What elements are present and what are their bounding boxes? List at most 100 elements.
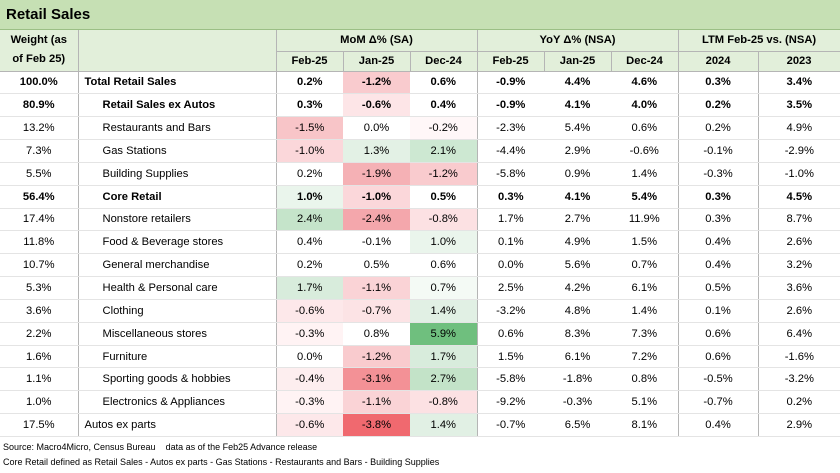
yoy-cell: 2.7%: [544, 208, 612, 232]
mom-cell: 0.5%: [410, 185, 478, 209]
yoy-cell: 1.5%: [477, 345, 545, 369]
mom-cell: 0.8%: [343, 322, 410, 346]
mom-cell: -1.1%: [343, 276, 410, 300]
ltm-cell: 3.6%: [758, 276, 840, 300]
yoy-cell: 4.6%: [611, 71, 679, 95]
category-name: Total Retail Sales: [78, 71, 277, 95]
mom-cell: 0.5%: [343, 253, 410, 278]
yoy-cell: -5.8%: [477, 162, 545, 186]
table-row: 1.0% Electronics & Appliances -0.3% -1.1% -0…: [0, 390, 840, 415]
table-row: 11.8% Food & Beverage stores 0.4% -0.1% 1.0%…: [0, 230, 840, 255]
yoy-cell: 6.1%: [611, 276, 679, 300]
yoy-cell: -0.9%: [477, 71, 545, 95]
weight-cell: 5.3%: [0, 276, 79, 300]
ltm-cell: 0.2%: [758, 390, 840, 415]
ltm-cell: 4.5%: [758, 185, 840, 209]
mom-cell: 0.0%: [276, 345, 343, 369]
weight-cell: 1.1%: [0, 367, 79, 392]
category-name: Clothing: [78, 299, 277, 323]
ltm-cell: 0.3%: [678, 208, 759, 232]
header-yoy-col: Jan-25: [544, 51, 612, 72]
header-mom-col: Dec-24: [410, 51, 478, 72]
ltm-cell: 0.2%: [678, 116, 759, 141]
category-name: Health & Personal care: [78, 276, 277, 300]
table-row: 100.0% Total Retail Sales 0.2% -1.2% 0.6% -0.…: [0, 71, 840, 95]
ltm-cell: 0.5%: [678, 276, 759, 300]
ltm-cell: -3.2%: [758, 367, 840, 392]
mom-cell: 0.4%: [276, 230, 343, 255]
table-body: 100.0% Total Retail Sales 0.2% -1.2% 0.6% -0.…: [0, 71, 840, 437]
category-name: Food & Beverage stores: [78, 230, 277, 255]
yoy-cell: 4.8%: [544, 299, 612, 323]
header-mom-col: Feb-25: [276, 51, 344, 72]
yoy-cell: -4.4%: [477, 139, 545, 163]
mom-cell: 1.4%: [410, 299, 478, 323]
ltm-cell: 6.4%: [758, 322, 840, 346]
mom-cell: -0.4%: [276, 367, 343, 392]
ltm-cell: 0.4%: [678, 413, 759, 437]
table-row: 2.2% Miscellaneous stores -0.3% 0.8% 5.9% 0.6…: [0, 322, 840, 346]
ltm-cell: 8.7%: [758, 208, 840, 232]
mom-cell: -1.2%: [343, 345, 410, 369]
weight-cell: 5.5%: [0, 162, 79, 186]
yoy-cell: 2.5%: [477, 276, 545, 300]
mom-cell: -0.3%: [276, 322, 343, 346]
table-row: 56.4% Core Retail 1.0% -1.0% 0.5% 0.3% 4.1% 5.4…: [0, 185, 840, 209]
mom-cell: -1.5%: [276, 116, 343, 141]
retail-sales-table: Weight (as of Feb 25) MoM Δ% (SA) YoY Δ%…: [0, 30, 840, 437]
weight-cell: 56.4%: [0, 185, 79, 209]
yoy-cell: 4.1%: [544, 93, 612, 118]
mom-cell: 0.7%: [410, 276, 478, 300]
category-name: Building Supplies: [78, 162, 277, 186]
mom-cell: 5.9%: [410, 322, 478, 346]
weight-cell: 17.4%: [0, 208, 79, 232]
weight-cell: 3.6%: [0, 299, 79, 323]
yoy-cell: 2.9%: [544, 139, 612, 163]
yoy-cell: 8.1%: [611, 413, 679, 437]
mom-cell: -0.2%: [410, 116, 478, 141]
yoy-cell: 4.0%: [611, 93, 679, 118]
ltm-cell: 0.4%: [678, 253, 759, 278]
mom-cell: 2.4%: [276, 208, 343, 232]
table-row: 3.6% Clothing -0.6% -0.7% 1.4% -3.2% 4.8% 1.4% 0…: [0, 299, 840, 323]
yoy-cell: 0.3%: [477, 185, 545, 209]
yoy-cell: 11.9%: [611, 208, 679, 232]
yoy-cell: 1.4%: [611, 162, 679, 186]
ltm-cell: 2.9%: [758, 413, 840, 437]
ltm-cell: 3.2%: [758, 253, 840, 278]
weight-cell: 11.8%: [0, 230, 79, 255]
mom-cell: 0.2%: [276, 71, 343, 95]
header-category: [78, 30, 277, 72]
weight-cell: 7.3%: [0, 139, 79, 163]
yoy-cell: 1.7%: [477, 208, 545, 232]
yoy-cell: 0.6%: [477, 322, 545, 346]
yoy-cell: 5.4%: [611, 185, 679, 209]
mom-cell: -2.4%: [343, 208, 410, 232]
mom-cell: -0.6%: [276, 413, 343, 437]
ltm-cell: 0.2%: [678, 93, 759, 118]
mom-cell: 1.3%: [343, 139, 410, 163]
yoy-cell: 0.8%: [611, 367, 679, 392]
mom-cell: -0.7%: [343, 299, 410, 323]
weight-cell: 100.0%: [0, 71, 79, 95]
category-name: Electronics & Appliances: [78, 390, 277, 415]
ltm-cell: 0.1%: [678, 299, 759, 323]
weight-cell: 80.9%: [0, 93, 79, 118]
ltm-cell: 0.3%: [678, 71, 759, 95]
yoy-cell: -2.3%: [477, 116, 545, 141]
mom-cell: 0.2%: [276, 253, 343, 278]
yoy-cell: -1.8%: [544, 367, 612, 392]
ltm-cell: -0.1%: [678, 139, 759, 163]
mom-cell: 1.4%: [410, 413, 478, 437]
ltm-cell: -2.9%: [758, 139, 840, 163]
header-mom-group: MoM Δ% (SA): [276, 30, 478, 52]
ltm-cell: -0.7%: [678, 390, 759, 415]
yoy-cell: 0.7%: [611, 253, 679, 278]
mom-cell: -1.2%: [343, 71, 410, 95]
yoy-cell: 4.9%: [544, 230, 612, 255]
yoy-cell: 4.2%: [544, 276, 612, 300]
mom-cell: -0.3%: [276, 390, 343, 415]
table-row: 5.3% Health & Personal care 1.7% -1.1% 0.7% 2…: [0, 276, 840, 300]
yoy-cell: 5.4%: [544, 116, 612, 141]
yoy-cell: 7.3%: [611, 322, 679, 346]
